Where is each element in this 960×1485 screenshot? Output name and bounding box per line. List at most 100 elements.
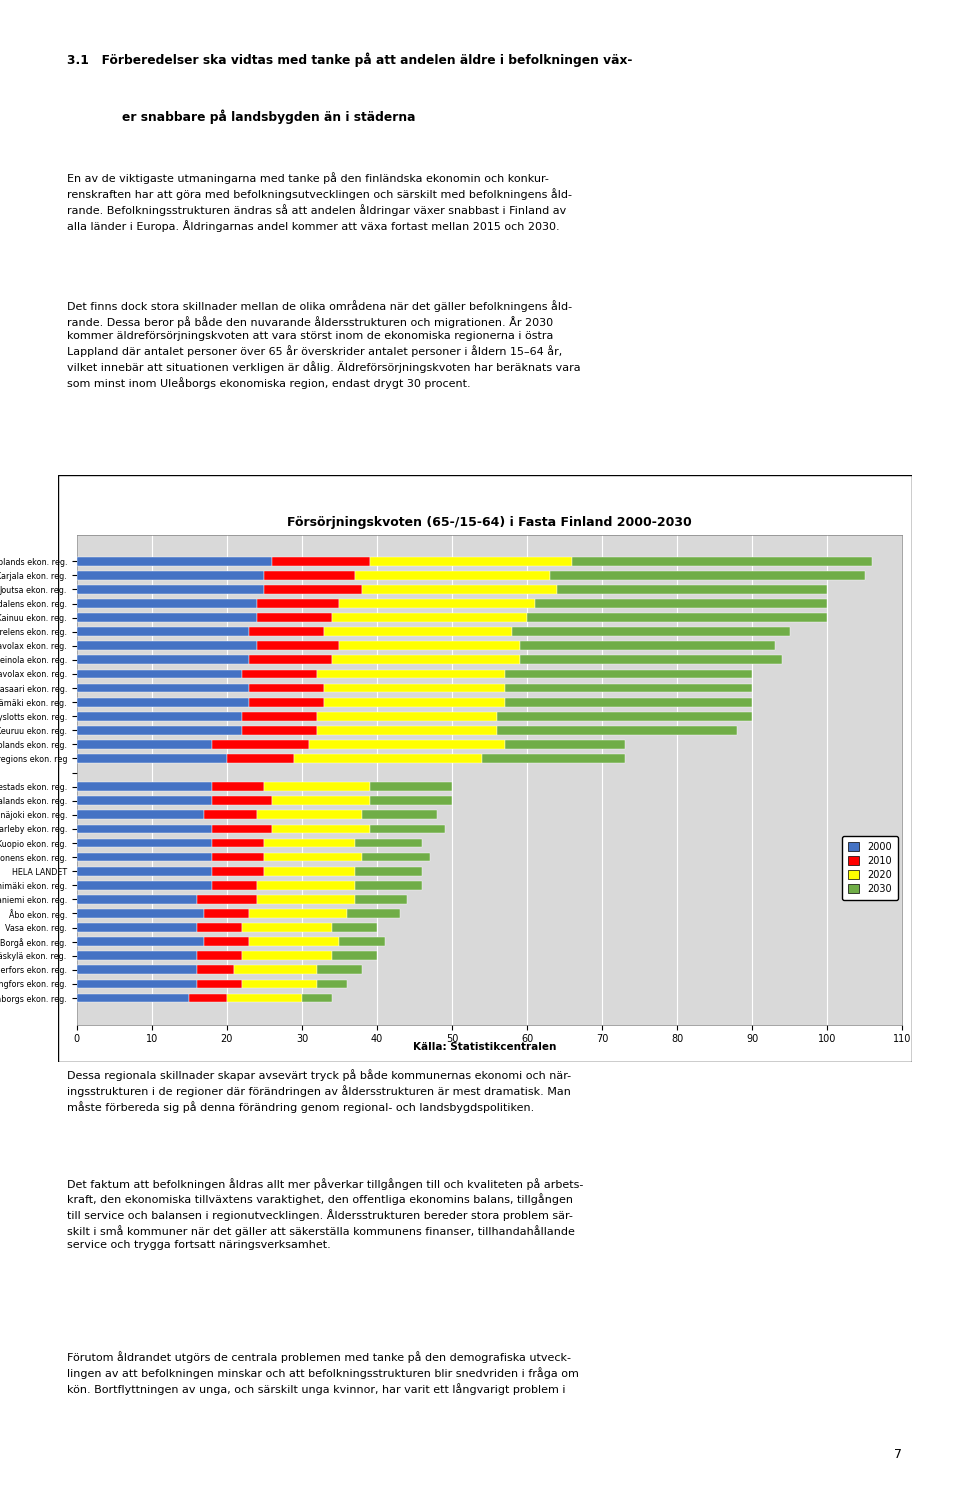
Bar: [77, 924, 197, 933]
Bar: [324, 698, 505, 707]
FancyBboxPatch shape: [58, 475, 912, 1062]
Bar: [77, 613, 257, 622]
Bar: [204, 909, 250, 918]
Text: Dessa regionala skillnader skapar avsevärt tryck på både kommunernas ekonomi och: Dessa regionala skillnader skapar avsevä…: [67, 1069, 571, 1112]
Bar: [77, 824, 212, 833]
Bar: [550, 570, 865, 579]
Bar: [302, 993, 332, 1002]
Bar: [332, 613, 527, 622]
Bar: [77, 711, 242, 720]
Bar: [227, 993, 302, 1002]
Bar: [309, 740, 505, 748]
Bar: [77, 783, 212, 792]
Bar: [257, 642, 340, 650]
Bar: [354, 839, 422, 848]
Bar: [512, 627, 790, 636]
Bar: [354, 881, 422, 890]
Bar: [212, 824, 272, 833]
Bar: [77, 811, 204, 820]
Bar: [264, 867, 354, 876]
Bar: [204, 811, 257, 820]
Bar: [317, 670, 505, 679]
Bar: [77, 952, 197, 961]
Bar: [77, 683, 250, 692]
Bar: [77, 557, 272, 566]
Bar: [250, 627, 324, 636]
Bar: [272, 824, 370, 833]
Bar: [197, 980, 242, 989]
Bar: [354, 895, 407, 904]
Bar: [77, 585, 264, 594]
Bar: [197, 895, 257, 904]
Bar: [347, 909, 399, 918]
Bar: [317, 965, 362, 974]
Bar: [242, 980, 317, 989]
Bar: [77, 670, 242, 679]
Legend: 2000, 2010, 2020, 2030: 2000, 2010, 2020, 2030: [842, 836, 898, 900]
Bar: [519, 655, 782, 664]
Bar: [572, 557, 873, 566]
Bar: [557, 585, 828, 594]
Bar: [77, 867, 212, 876]
Bar: [340, 598, 535, 607]
Bar: [250, 655, 332, 664]
Title: Försörjningskvoten (65-/15-64) i Fasta Finland 2000-2030: Försörjningskvoten (65-/15-64) i Fasta F…: [287, 517, 692, 529]
Bar: [324, 627, 512, 636]
Bar: [264, 783, 370, 792]
Text: En av de viktigaste utmaningarna med tanke på den finländska ekonomin och konkur: En av de viktigaste utmaningarna med tan…: [67, 172, 572, 232]
Bar: [77, 726, 242, 735]
Bar: [354, 867, 422, 876]
Bar: [77, 895, 197, 904]
Bar: [189, 993, 227, 1002]
Bar: [77, 598, 257, 607]
Bar: [332, 952, 377, 961]
Bar: [264, 570, 354, 579]
Bar: [272, 796, 370, 805]
Bar: [242, 711, 317, 720]
Bar: [505, 698, 753, 707]
Bar: [77, 980, 197, 989]
Bar: [272, 557, 370, 566]
Bar: [212, 867, 264, 876]
Bar: [317, 711, 497, 720]
Bar: [370, 557, 572, 566]
Bar: [354, 570, 550, 579]
Bar: [317, 726, 497, 735]
Bar: [340, 642, 519, 650]
Bar: [212, 852, 264, 861]
Bar: [212, 881, 257, 890]
Bar: [227, 754, 295, 763]
Bar: [77, 655, 250, 664]
Text: Det faktum att befolkningen åldras allt mer påverkar tillgången till och kvalite: Det faktum att befolkningen åldras allt …: [67, 1178, 584, 1250]
Bar: [295, 754, 482, 763]
Bar: [324, 683, 505, 692]
Bar: [77, 754, 227, 763]
Bar: [370, 824, 444, 833]
Bar: [257, 895, 354, 904]
Bar: [77, 881, 212, 890]
Bar: [264, 852, 362, 861]
Bar: [264, 585, 362, 594]
Bar: [257, 881, 354, 890]
Bar: [242, 670, 317, 679]
Bar: [340, 937, 385, 946]
Bar: [250, 683, 324, 692]
Bar: [77, 965, 197, 974]
Bar: [77, 796, 212, 805]
Bar: [77, 570, 264, 579]
Bar: [212, 839, 264, 848]
Bar: [519, 642, 775, 650]
Bar: [204, 937, 250, 946]
Bar: [250, 698, 324, 707]
Bar: [77, 937, 204, 946]
Bar: [77, 839, 212, 848]
Bar: [212, 783, 264, 792]
Text: Källa: Statistikcentralen: Källa: Statistikcentralen: [413, 1042, 557, 1051]
Bar: [77, 642, 257, 650]
Bar: [197, 965, 234, 974]
Bar: [242, 726, 317, 735]
Bar: [497, 726, 737, 735]
Bar: [497, 711, 753, 720]
Bar: [242, 952, 332, 961]
Bar: [362, 811, 437, 820]
